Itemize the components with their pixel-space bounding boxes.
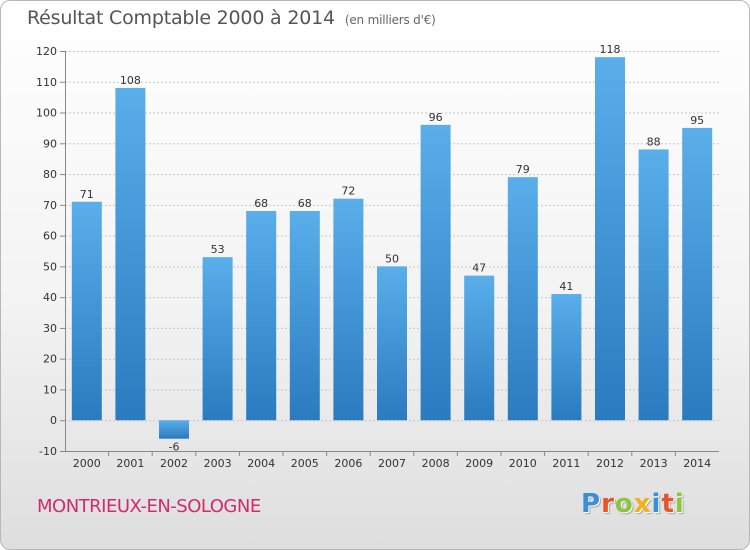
x-tick-label: 2000 [73, 457, 101, 470]
logo-letter: i [651, 489, 662, 519]
bar-2013 [638, 149, 669, 421]
bar-2006 [333, 198, 364, 421]
proxiti-logo: Proxiti [581, 489, 685, 519]
bar-2004 [246, 211, 277, 421]
data-label-2002: -6 [169, 441, 180, 454]
logo-letter: x [633, 489, 652, 519]
x-tick-label: 2012 [596, 457, 624, 470]
y-tick-label: 0 [50, 414, 57, 427]
data-label-2013: 88 [647, 135, 661, 148]
data-labels: 71 108 -6 53 68 68 72 50 96 47 79 41 118 88 95 [80, 43, 704, 454]
x-tick-label: 2008 [422, 457, 450, 470]
x-tick-label: 2002 [160, 457, 188, 470]
logo-letter: o [614, 489, 634, 519]
x-tick-label: 2014 [683, 457, 711, 470]
logo-letter: P [581, 489, 602, 519]
data-label-2001: 108 [120, 74, 141, 87]
logo-letter: t [661, 489, 675, 519]
chart-title: Résultat Comptable 2000 à 2014 (en millie… [27, 7, 436, 29]
data-label-2005: 68 [298, 197, 312, 210]
x-tick-label: 2013 [640, 457, 668, 470]
bar-2001 [115, 87, 146, 421]
y-tick-label: 90 [43, 137, 57, 150]
y-tick-label: 30 [43, 322, 57, 335]
bar-2011 [551, 294, 582, 421]
y-tick-label: -10 [39, 445, 57, 458]
logo-letter: i [674, 489, 685, 519]
bar-2003 [202, 257, 233, 421]
bar-2012 [595, 57, 625, 421]
x-tick-label: 2005 [291, 457, 319, 470]
bar-2009 [464, 275, 495, 421]
data-label-2014: 95 [690, 114, 704, 127]
axes: -10 0 10 20 30 40 50 60 70 80 90 100 110 120 2000 2001 2… [36, 45, 719, 470]
bars [71, 57, 713, 439]
data-label-2000: 71 [80, 188, 94, 201]
x-tick-label: 2003 [204, 457, 232, 470]
chart-subtitle: (en milliers d'€) [344, 13, 436, 27]
logo-letter: r [601, 489, 615, 519]
y-tick-label: 10 [43, 383, 57, 396]
x-tick-label: 2006 [334, 457, 362, 470]
chart-title-text: Résultat Comptable 2000 à 2014 [27, 7, 335, 29]
bar-2000 [71, 201, 102, 421]
data-label-2008: 96 [429, 111, 443, 124]
x-tick-label: 2001 [116, 457, 144, 470]
x-tick-label: 2010 [509, 457, 537, 470]
bar-2014 [682, 127, 713, 421]
y-tick-label: 100 [36, 107, 57, 120]
data-label-2003: 53 [211, 243, 225, 256]
data-label-2007: 50 [385, 252, 399, 265]
y-tick-label: 20 [43, 353, 57, 366]
commune-name: MONTRIEUX-EN-SOLOGNE [37, 496, 261, 517]
data-label-2011: 41 [559, 280, 573, 293]
bar-2005 [289, 211, 320, 421]
x-tick-label: 2004 [247, 457, 275, 470]
y-tick-label: 110 [36, 76, 57, 89]
data-label-2006: 72 [341, 185, 355, 198]
bar-2010 [507, 177, 538, 421]
data-label-2012: 118 [600, 43, 621, 56]
x-tick-label: 2011 [552, 457, 580, 470]
bar-2007 [377, 266, 407, 421]
data-label-2010: 79 [516, 163, 530, 176]
y-tick-label: 80 [43, 168, 57, 181]
y-tick-label: 40 [43, 291, 57, 304]
data-label-2009: 47 [472, 262, 486, 275]
y-tick-label: 70 [43, 199, 57, 212]
bar-2002 [159, 420, 189, 439]
bar-2008 [420, 124, 451, 421]
x-tick-label: 2007 [378, 457, 406, 470]
data-label-2004: 68 [254, 197, 268, 210]
x-tick-label: 2009 [465, 457, 493, 470]
y-tick-label: 60 [43, 230, 57, 243]
y-tick-label: 120 [36, 45, 57, 58]
y-tick-label: 50 [43, 260, 57, 273]
